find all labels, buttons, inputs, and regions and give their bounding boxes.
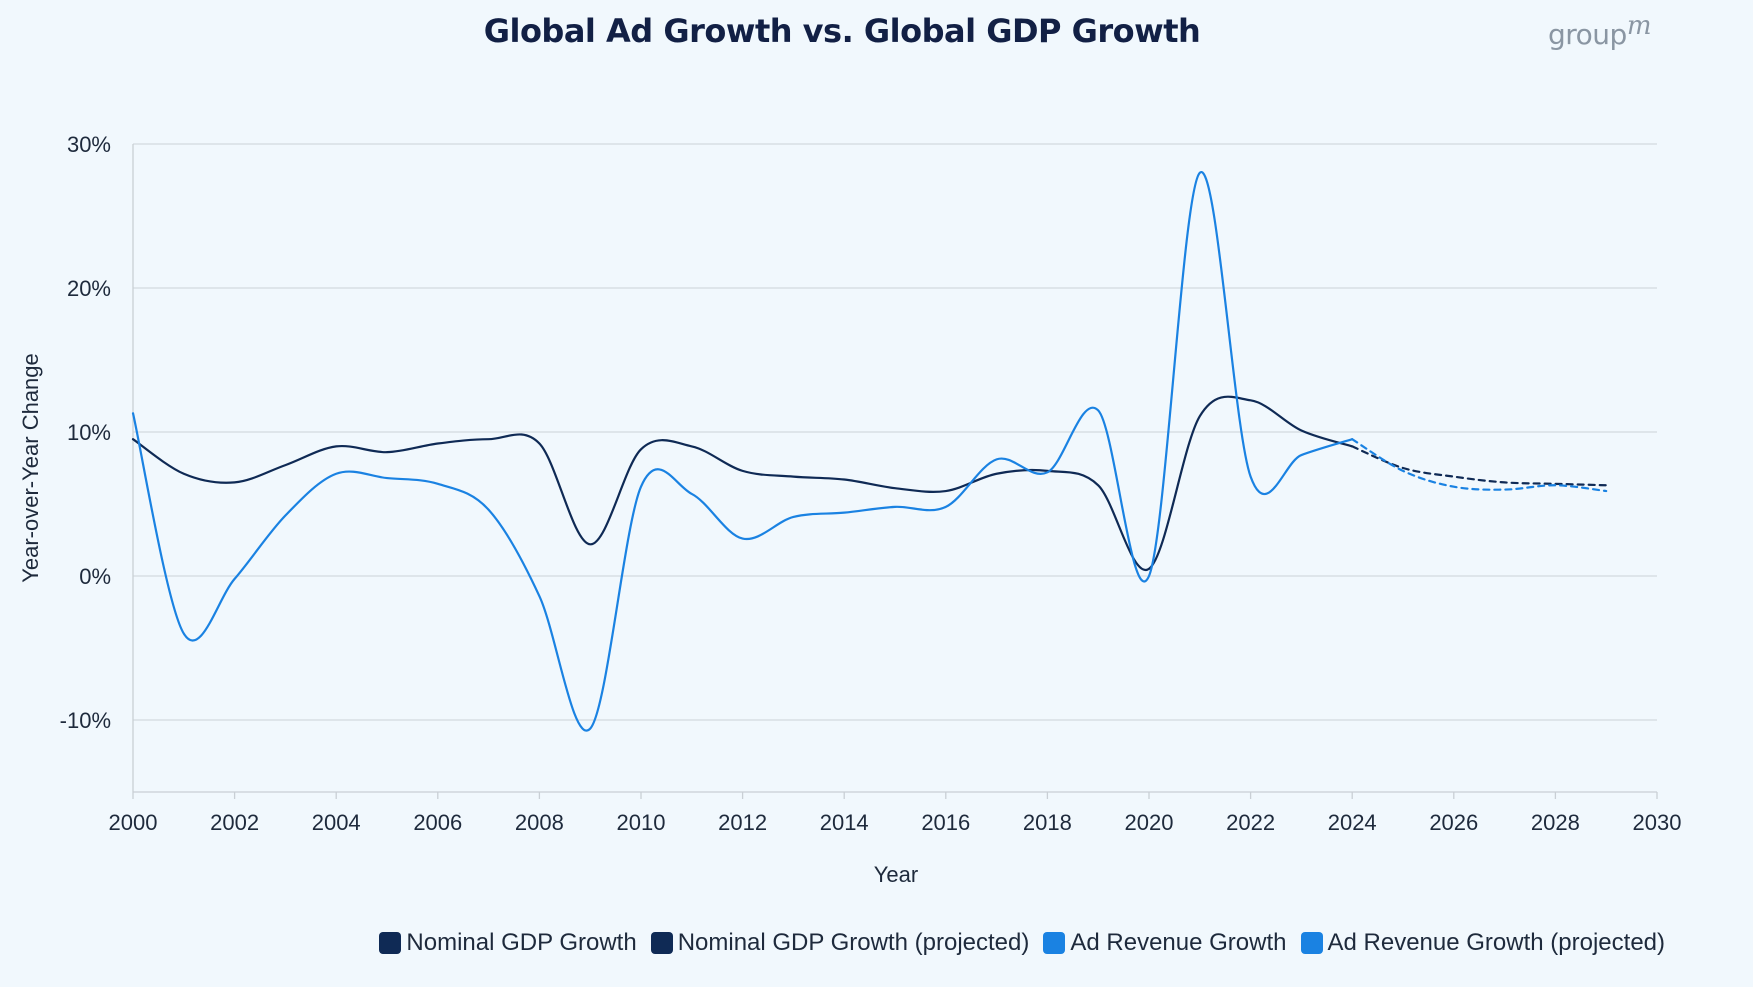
y-tick-label: 10% <box>67 420 111 445</box>
y-tick-label: -10% <box>60 708 111 733</box>
legend-item-gdp[interactable]: Nominal GDP Growth <box>379 929 637 957</box>
y-tick-label: 30% <box>67 132 111 157</box>
line-chart: -10% 0% 10% 20% 30% 2000 2002 2004 2006 2008 2010 2… <box>18 132 1682 887</box>
chart-title: Global Ad Growth vs. Global GDP Growth <box>483 12 1201 50</box>
legend-swatch-gdp-projected <box>650 932 673 954</box>
x-tick-label: 2008 <box>515 810 564 835</box>
series-lines <box>131 171 1608 732</box>
y-tick-label: 0% <box>79 564 111 589</box>
tick-labels: -10% 0% 10% 20% 30% 2000 2002 2004 2006 2008 2010 2… <box>60 132 1682 835</box>
x-tick-label: 2010 <box>617 810 666 835</box>
x-tick-label: 2016 <box>921 810 970 835</box>
legend-label-gdp: Nominal GDP Growth <box>406 929 637 956</box>
grid-lines <box>133 143 1657 721</box>
legend-item-ad-revenue[interactable]: Ad Revenue Growth <box>1043 929 1287 957</box>
series-line-nominal-gdp-growth <box>131 395 1354 571</box>
legend-swatch-ad-revenue <box>1043 932 1066 954</box>
y-axis-title: Year-over-Year Change <box>18 353 43 583</box>
x-axis-title: Year <box>874 862 918 887</box>
x-tick-label: 2026 <box>1429 810 1478 835</box>
brand-suffix: m <box>1626 11 1652 41</box>
legend-label-ad-revenue: Ad Revenue Growth <box>1070 929 1287 956</box>
series-line-ad-revenue-growth-projected <box>1351 438 1608 493</box>
legend-item-gdp-projected[interactable]: Nominal GDP Growth (projected) <box>650 929 1030 957</box>
x-tick-label: 2002 <box>210 810 259 835</box>
x-tick-label: 2028 <box>1531 810 1580 835</box>
x-tick-label: 2020 <box>1125 810 1174 835</box>
x-tick-label: 2000 <box>109 810 158 835</box>
legend-item-ad-revenue-projected[interactable]: Ad Revenue Growth (projected) <box>1300 929 1666 957</box>
legend-swatch-gdp <box>379 932 402 954</box>
x-tick-label: 2014 <box>820 810 869 835</box>
groupm-logo: groupm <box>1548 11 1651 51</box>
x-tick-label: 2006 <box>413 810 462 835</box>
x-tick-label: 2018 <box>1023 810 1072 835</box>
series-line-nominal-gdp-growth-projected <box>1351 445 1608 487</box>
x-tick-label: 2024 <box>1328 810 1377 835</box>
legend-label-ad-revenue-projected: Ad Revenue Growth (projected) <box>1327 929 1666 956</box>
y-tick-label: 20% <box>67 276 111 301</box>
x-tick-label: 2030 <box>1633 810 1682 835</box>
brand-text: group <box>1548 18 1627 51</box>
series-line-ad-revenue-growth <box>131 171 1354 732</box>
legend-swatch-ad-revenue-projected <box>1300 932 1323 954</box>
x-tick-label: 2004 <box>312 810 361 835</box>
axes <box>132 144 1658 799</box>
legend-label-gdp-projected: Nominal GDP Growth (projected) <box>677 929 1030 956</box>
chart-legend: Nominal GDP Growth Nominal GDP Growth (p… <box>379 929 1665 957</box>
x-tick-label: 2012 <box>718 810 767 835</box>
x-tick-label: 2022 <box>1226 810 1275 835</box>
